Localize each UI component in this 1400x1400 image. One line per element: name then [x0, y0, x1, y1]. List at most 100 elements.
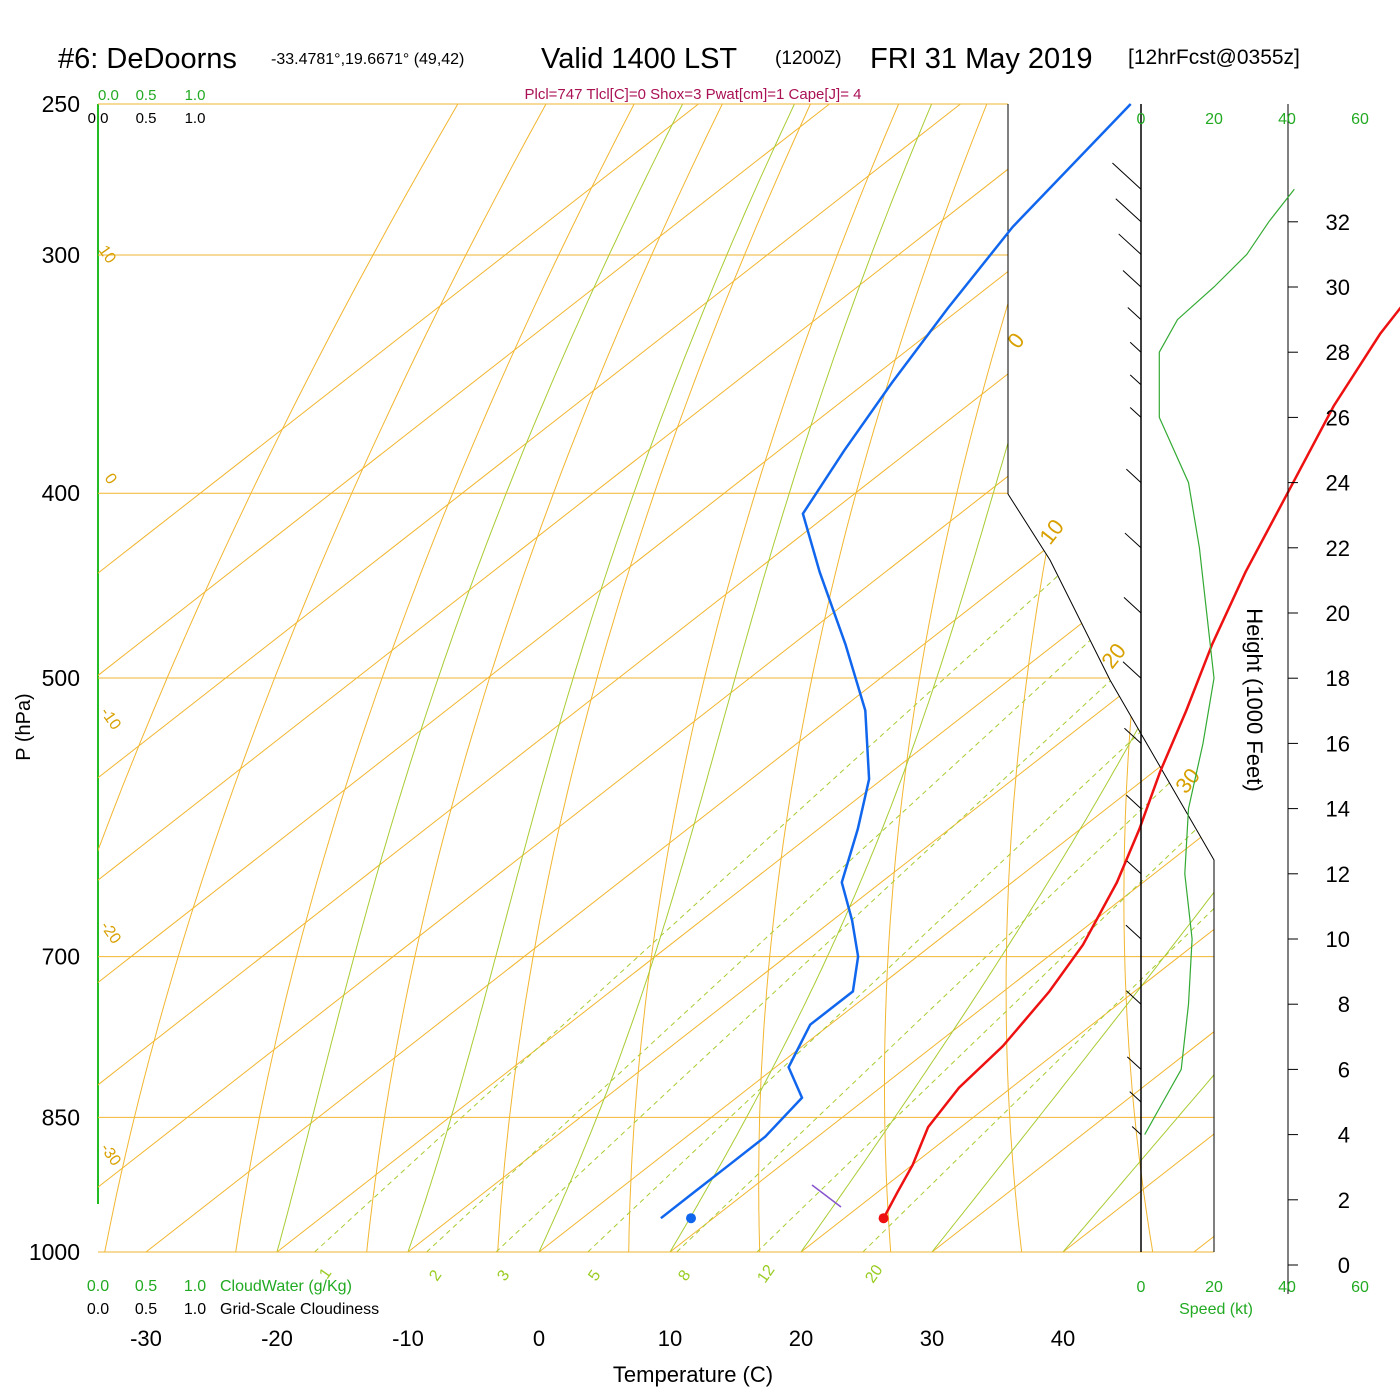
wind-barb [1126, 1056, 1142, 1070]
height-tick-label: 0 [1338, 1253, 1350, 1278]
surface-temperature-marker [878, 1213, 889, 1224]
speed-bottom-40: 40 [1278, 1279, 1296, 1296]
isotherm-line [538, 104, 1214, 1252]
wind-barb [1126, 860, 1142, 875]
pressure-tick-label: 1000 [29, 1239, 80, 1265]
mixing-ratio-labels: 1 2 3 5 8 12 20 [316, 1262, 886, 1286]
wind-barb [1123, 597, 1142, 614]
mixing-ratio-line [426, 492, 1214, 1252]
pressure-tick-label: 400 [42, 480, 80, 506]
speed-top-0: 0 [1137, 111, 1146, 128]
dry-adiabat-line [1123, 104, 1214, 1252]
wind-barb [1126, 468, 1142, 483]
cloud-scale-bottom-1: 0.5 [135, 1278, 157, 1295]
wind-speed-profile [1144, 188, 1295, 1135]
valid-time: Valid 1400 LST [541, 43, 737, 75]
cloud-water-label: CloudWater (g/Kg) [220, 1278, 352, 1295]
cloudiness-scale-top-2: 1.0 [185, 110, 206, 127]
moist-adiabat-line [407, 104, 795, 1252]
wind-barb [1129, 1091, 1142, 1103]
mixing-ratio-line [862, 492, 1214, 1252]
height-tick-label: 18 [1326, 666, 1350, 691]
wind-barb [1126, 990, 1142, 1005]
moist-adiabat-line [1062, 104, 1214, 1252]
isotherm-label-right-0: 0 [1002, 328, 1029, 353]
height-tick-label: 2 [1338, 1188, 1350, 1213]
mixing-ratio-label-5: 5 [585, 1267, 604, 1284]
height-tick-label: 10 [1326, 927, 1350, 952]
height-axis-label: Height (1000 Feet) [1242, 608, 1267, 791]
moist-adiabat-line [538, 104, 933, 1252]
height-tick-label: 28 [1326, 340, 1350, 365]
mixing-ratio-label-12: 12 [754, 1262, 778, 1286]
speed-top-40: 40 [1278, 111, 1296, 128]
wind-barb [1126, 794, 1142, 809]
x-tick-label: -10 [392, 1326, 424, 1351]
wind-barb [1125, 924, 1142, 940]
wind-barb [1118, 233, 1142, 255]
mixing-ratio-label-20: 20 [862, 1262, 886, 1286]
mixing-ratio-line [495, 492, 1214, 1252]
wind-barbs [1112, 162, 1142, 1135]
cloud-scale-bottom-0: 0.0 [87, 1278, 109, 1295]
valid-date: FRI 31 May 2019 [870, 43, 1092, 75]
isotherm-line [931, 104, 1214, 1252]
dry-adiabat-line [495, 104, 827, 1252]
background-grid [98, 104, 1214, 1252]
y-axis-label: P (hPa) [13, 693, 35, 760]
mixing-ratio-label-3: 3 [494, 1267, 513, 1284]
cloudiness-label: Grid-Scale Cloudiness [220, 1301, 379, 1318]
wind-barb [1127, 307, 1142, 320]
cloud-water-scale-bottom: 0.0 0.5 1.0 CloudWater (g/Kg) [87, 1278, 352, 1295]
cloud-water-scale-top: 0.0 0.5 1.0 [98, 87, 205, 104]
height-tick-label: 26 [1326, 405, 1350, 430]
cloudiness-scale-top: 0.0 0.5 1.0 [88, 110, 206, 127]
moist-adiabat-line [931, 104, 1214, 1252]
cloudiness-scale-bottom: 0.0 0.5 1.0 Grid-Scale Cloudiness [87, 1301, 379, 1318]
isotherm-line [669, 104, 1214, 1252]
height-tick-label: 32 [1326, 210, 1350, 235]
wind-barb [1122, 270, 1142, 288]
cloudiness-scale-bottom-1: 0.5 [135, 1301, 157, 1318]
height-tick-label: 12 [1326, 862, 1350, 887]
dry-adiabat-line [758, 104, 1001, 1252]
dry-adiabat-line [98, 104, 566, 1252]
cloudiness-scale-top-1: 0.5 [136, 110, 157, 127]
forecast-info: [12hrFcst@0355z] [1128, 46, 1300, 69]
speed-bottom-60: 60 [1351, 1279, 1369, 1296]
isotherm-label-left-minus10: -10 [97, 705, 124, 734]
cloud-scale-top-1: 0.5 [136, 87, 157, 104]
height-tick-label: 6 [1338, 1057, 1350, 1082]
speed-scale-top: 0 20 40 60 [1137, 111, 1369, 128]
surface-dewpoint-marker [686, 1213, 697, 1224]
zulu-time: (1200Z) [775, 48, 842, 69]
wind-barb [1129, 407, 1142, 418]
moist-adiabat-line [276, 104, 684, 1252]
mixing-ratio-label-8: 8 [675, 1267, 694, 1284]
height-tick-label: 30 [1326, 275, 1350, 300]
isotherm-label-right-20: 20 [1096, 638, 1131, 673]
temperature-profile [882, 306, 1400, 1219]
mixing-ratio-line [314, 492, 1150, 1252]
dry-adiabat-line [628, 104, 914, 1252]
plot-frame-right [1007, 104, 1215, 1252]
moist-adiabat-line [800, 104, 1214, 1252]
isotherm-label-left-minus20: -20 [97, 919, 124, 948]
stability-indices: Plcl=747 Tlcl[C]=0 Shox=3 Pwat[cm]=1 Cap… [525, 86, 862, 103]
height-tick-label: 4 [1338, 1123, 1350, 1148]
cloud-scale-top-2: 1.0 [185, 87, 206, 104]
dry-adiabat-line [362, 104, 740, 1252]
wind-barb [1112, 162, 1142, 190]
station-title: #6: DeDoorns [58, 43, 237, 75]
height-tick-label: 14 [1326, 797, 1350, 822]
pressure-tick-label: 250 [42, 91, 80, 117]
dewpoint-profile [660, 103, 1132, 1220]
isotherm-label-left-0: 0 [101, 471, 120, 488]
dry-adiabat-line [229, 104, 653, 1252]
dry-adiabat-line [98, 104, 479, 1252]
height-tick-label: 22 [1326, 536, 1350, 561]
x-tick-labels: -30 -20 -10 0 10 20 30 40 [130, 1326, 1075, 1351]
pressure-tick-label: 500 [42, 665, 80, 691]
